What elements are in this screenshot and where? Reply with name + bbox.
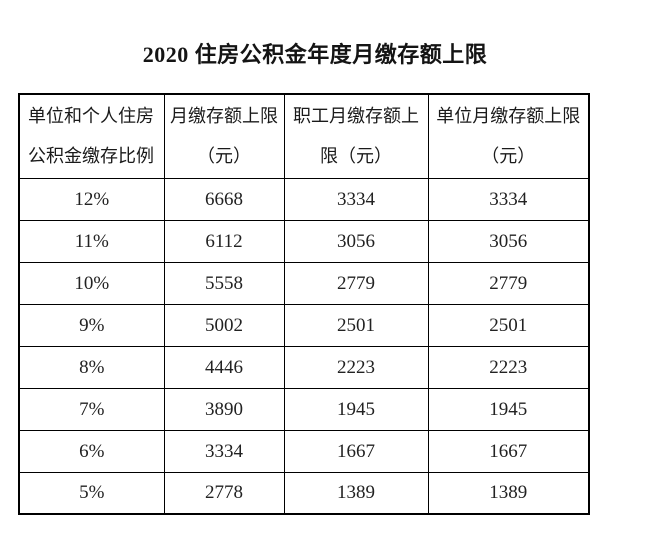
employee-limit-cell: 3334	[283, 177, 429, 221]
header-employee-limit: 职工月缴存额上 限（元）	[283, 93, 429, 179]
table-row: 5% 2778 1389 1389	[18, 471, 590, 515]
ratio-cell: 6%	[18, 429, 165, 473]
monthly-limit-cell: 6112	[163, 219, 285, 263]
monthly-limit-cell: 3890	[163, 387, 285, 431]
employee-limit-cell: 1667	[283, 429, 429, 473]
header-deposit-ratio-line2: 公积金缴存比例	[28, 146, 154, 167]
header-employee-limit-line2: 限（元）	[320, 146, 392, 167]
header-monthly-limit: 月缴存额上限 （元）	[163, 93, 285, 179]
monthly-limit-cell: 3334	[163, 429, 285, 473]
table-row: 12% 6668 3334 3334	[18, 177, 590, 221]
monthly-limit-cell: 2778	[163, 471, 285, 515]
employee-limit-cell: 3056	[283, 219, 429, 263]
employer-limit-cell: 1667	[427, 429, 590, 473]
employer-limit-cell: 3334	[427, 177, 590, 221]
employee-limit-cell: 2223	[283, 345, 429, 389]
provident-fund-limit-table: 单位和个人住房 公积金缴存比例 月缴存额上限 （元） 职工月缴存额上 限（元） …	[18, 93, 590, 516]
ratio-cell: 8%	[18, 345, 165, 389]
employer-limit-cell: 1389	[427, 471, 590, 515]
header-monthly-limit-line2: （元）	[197, 146, 251, 167]
table-row: 7% 3890 1945 1945	[18, 387, 590, 431]
employee-limit-cell: 1945	[283, 387, 429, 431]
table-row: 11% 6112 3056 3056	[18, 219, 590, 263]
ratio-cell: 9%	[18, 303, 165, 347]
monthly-limit-cell: 6668	[163, 177, 285, 221]
header-deposit-ratio-line1: 单位和个人住房	[28, 106, 154, 127]
employer-limit-cell: 2223	[427, 345, 590, 389]
page-title: 2020 住房公积金年度月缴存额上限	[142, 42, 488, 67]
employer-limit-cell: 2779	[427, 261, 590, 305]
header-employer-limit-line1: 单位月缴存额上限	[436, 106, 581, 127]
monthly-limit-cell: 5558	[163, 261, 285, 305]
header-employer-limit-text: 单位月缴存额上限 （元）	[429, 96, 588, 176]
table-row: 8% 4446 2223 2223	[18, 345, 590, 389]
header-employer-limit: 单位月缴存额上限 （元）	[427, 93, 590, 179]
header-employer-limit-line2: （元）	[481, 146, 536, 167]
ratio-cell: 10%	[18, 261, 165, 305]
ratio-cell: 7%	[18, 387, 165, 431]
table-row: 10% 5558 2779 2779	[18, 261, 590, 305]
table-row: 9% 5002 2501 2501	[18, 303, 590, 347]
table-row: 6% 3334 1667 1667	[18, 429, 590, 473]
employer-limit-cell: 3056	[427, 219, 590, 263]
ratio-cell: 5%	[18, 471, 165, 515]
ratio-cell: 12%	[18, 177, 165, 221]
header-row: 单位和个人住房 公积金缴存比例 月缴存额上限 （元） 职工月缴存额上 限（元） …	[18, 93, 590, 179]
header-employee-limit-line1: 职工月缴存额上	[293, 106, 419, 127]
header-monthly-limit-line1: 月缴存额上限	[170, 106, 278, 127]
employee-limit-cell: 1389	[283, 471, 429, 515]
monthly-limit-cell: 5002	[163, 303, 285, 347]
header-monthly-limit-text: 月缴存额上限 （元）	[165, 96, 283, 176]
monthly-limit-cell: 4446	[163, 345, 285, 389]
header-deposit-ratio: 单位和个人住房 公积金缴存比例	[18, 93, 165, 179]
ratio-cell: 11%	[18, 219, 165, 263]
employer-limit-cell: 1945	[427, 387, 590, 431]
employer-limit-cell: 2501	[427, 303, 590, 347]
employee-limit-cell: 2501	[283, 303, 429, 347]
employee-limit-cell: 2779	[283, 261, 429, 305]
header-employee-limit-text: 职工月缴存额上 限（元）	[285, 96, 427, 176]
header-deposit-ratio-text: 单位和个人住房 公积金缴存比例	[20, 96, 163, 176]
